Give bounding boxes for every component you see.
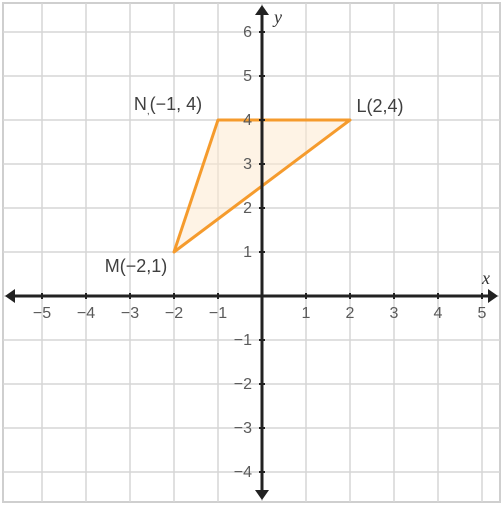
- y-tick-label: 4: [243, 112, 252, 129]
- coordinate-plane-chart: −5 −4 −3 −2 −1 1 2 3 4 5 −4 −3 −2 −1 1 2 3 4 5 6 x y L(2,4) N,(…: [0, 0, 503, 505]
- x-axis-label: x: [481, 268, 490, 288]
- x-tick-label: −5: [33, 305, 51, 322]
- y-tick-label: −2: [234, 376, 252, 393]
- y-tick-label: −4: [234, 464, 252, 481]
- y-tick-label: 3: [243, 156, 252, 173]
- x-tick-label: −1: [209, 305, 227, 322]
- vertex-label-m: M(−2,1): [105, 256, 168, 276]
- y-tick-label: 5: [243, 68, 252, 85]
- y-tick-label: −1: [234, 332, 252, 349]
- x-tick-label: 4: [434, 305, 443, 322]
- y-tick-label: 6: [243, 24, 252, 41]
- vertex-label-n: N,(−1, 4): [134, 94, 202, 117]
- y-tick-label: 2: [243, 200, 252, 217]
- x-tick-label: −2: [165, 305, 183, 322]
- x-tick-label: −4: [77, 305, 95, 322]
- x-tick-label: −3: [121, 305, 139, 322]
- x-tick-label: 5: [478, 305, 487, 322]
- y-tick-label: −3: [234, 420, 252, 437]
- chart-svg: −5 −4 −3 −2 −1 1 2 3 4 5 −4 −3 −2 −1 1 2 3 4 5 6 x y L(2,4) N,(…: [0, 0, 503, 505]
- y-axis-label: y: [272, 7, 282, 27]
- x-tick-label: 2: [346, 305, 355, 322]
- x-tick-label: 1: [302, 305, 311, 322]
- vertex-label-l: L(2,4): [356, 96, 403, 116]
- x-tick-label: 3: [390, 305, 399, 322]
- y-tick-label: 1: [243, 244, 252, 261]
